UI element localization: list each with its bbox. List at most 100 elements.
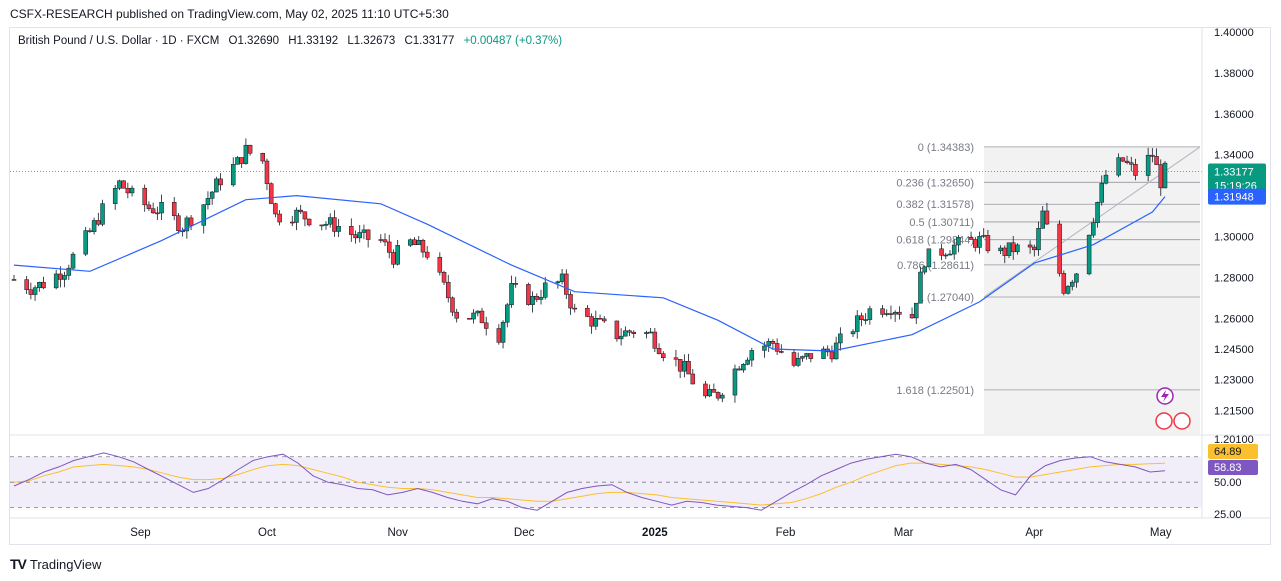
candle bbox=[859, 312, 864, 327]
candle-body bbox=[386, 241, 392, 253]
candle-body bbox=[176, 215, 181, 232]
candle bbox=[332, 210, 337, 237]
candle-body bbox=[1145, 154, 1151, 176]
candle bbox=[201, 204, 206, 234]
candle-body bbox=[260, 153, 266, 162]
candles bbox=[11, 138, 1168, 403]
candle-body bbox=[209, 191, 215, 199]
candle bbox=[627, 329, 632, 337]
candle-body bbox=[943, 254, 949, 257]
candle bbox=[745, 357, 750, 366]
candle-body bbox=[1061, 273, 1067, 294]
candle bbox=[589, 313, 594, 334]
candle-body bbox=[327, 217, 333, 225]
candle bbox=[922, 265, 927, 275]
candle bbox=[294, 207, 299, 231]
candle-body bbox=[159, 202, 164, 214]
candle bbox=[454, 308, 459, 323]
time-tick-label: Nov bbox=[387, 527, 408, 539]
candle bbox=[28, 282, 34, 300]
candle-body bbox=[268, 183, 274, 204]
candle-body bbox=[87, 230, 93, 232]
candle-body bbox=[909, 314, 915, 319]
candle-body bbox=[205, 198, 211, 205]
candle-body bbox=[11, 279, 17, 281]
candle-body bbox=[1133, 164, 1138, 176]
candle bbox=[652, 328, 658, 353]
candle-body bbox=[1032, 246, 1037, 251]
current-price-label: 1.33177 bbox=[1214, 167, 1254, 179]
candle-body bbox=[513, 283, 518, 285]
candle bbox=[214, 176, 219, 193]
candle bbox=[298, 204, 303, 215]
candle-body bbox=[926, 248, 932, 268]
candle bbox=[1116, 153, 1121, 178]
candle-body bbox=[201, 204, 206, 226]
candle-body bbox=[91, 220, 97, 232]
candle-body bbox=[483, 322, 489, 329]
candle-body bbox=[471, 312, 476, 320]
fib-label: 0 (1.34383) bbox=[918, 142, 974, 154]
candle bbox=[939, 244, 944, 261]
candle-body bbox=[437, 256, 443, 273]
candle bbox=[290, 215, 295, 227]
candle-body bbox=[1095, 201, 1100, 223]
time-tick-label: Apr bbox=[1025, 527, 1043, 539]
rsi-tick-label: 50.00 bbox=[1214, 477, 1242, 489]
candle bbox=[542, 277, 548, 300]
candle bbox=[62, 271, 67, 288]
candle bbox=[538, 289, 544, 305]
candle-body bbox=[332, 217, 337, 232]
candle bbox=[66, 264, 72, 280]
candle-body bbox=[690, 373, 696, 385]
candle-body bbox=[171, 202, 177, 216]
candle-body bbox=[412, 239, 417, 245]
candle-body bbox=[129, 187, 135, 194]
candle bbox=[677, 359, 683, 379]
candle bbox=[690, 368, 696, 385]
candle bbox=[614, 320, 620, 342]
candle-body bbox=[277, 213, 282, 223]
candle bbox=[943, 252, 949, 260]
candle-body bbox=[146, 204, 152, 209]
candle-body bbox=[424, 251, 430, 258]
candle-body bbox=[795, 357, 801, 366]
candle bbox=[1145, 147, 1151, 182]
candle-body bbox=[648, 331, 653, 334]
candle bbox=[854, 310, 860, 339]
brand-text: TradingView bbox=[29, 556, 102, 572]
candle-body bbox=[239, 157, 244, 164]
price-tick-label: 1.26000 bbox=[1214, 313, 1254, 325]
candle-body bbox=[1150, 154, 1155, 157]
candle-body bbox=[766, 341, 771, 347]
candle bbox=[534, 293, 540, 303]
candle bbox=[121, 180, 126, 189]
candle-body bbox=[947, 253, 953, 256]
candle-body bbox=[1129, 162, 1134, 165]
candle-body bbox=[559, 273, 565, 282]
candle-body bbox=[454, 311, 459, 319]
candle-body bbox=[593, 317, 599, 327]
candle-body bbox=[749, 350, 755, 361]
candle-body bbox=[770, 341, 776, 344]
rsi-ma-value: 64.89 bbox=[1214, 446, 1242, 458]
candle-body bbox=[922, 266, 927, 273]
candle bbox=[850, 329, 856, 338]
candle-body bbox=[121, 180, 126, 189]
footer-brand[interactable]: TV TradingView bbox=[10, 556, 101, 572]
candle-body bbox=[656, 348, 662, 354]
candle-body bbox=[850, 331, 856, 335]
candle-body bbox=[711, 389, 717, 393]
candle bbox=[593, 310, 599, 330]
candle-body bbox=[682, 361, 687, 372]
candle bbox=[306, 218, 312, 227]
candle bbox=[686, 353, 691, 375]
symbol-name[interactable]: British Pound / U.S. Dollar · 1D · FXCM bbox=[18, 35, 220, 47]
candle bbox=[1133, 158, 1138, 181]
candle bbox=[821, 346, 826, 359]
candle bbox=[471, 309, 476, 324]
candle-body bbox=[1103, 174, 1109, 184]
candle bbox=[884, 309, 889, 317]
candle-body bbox=[661, 353, 666, 359]
